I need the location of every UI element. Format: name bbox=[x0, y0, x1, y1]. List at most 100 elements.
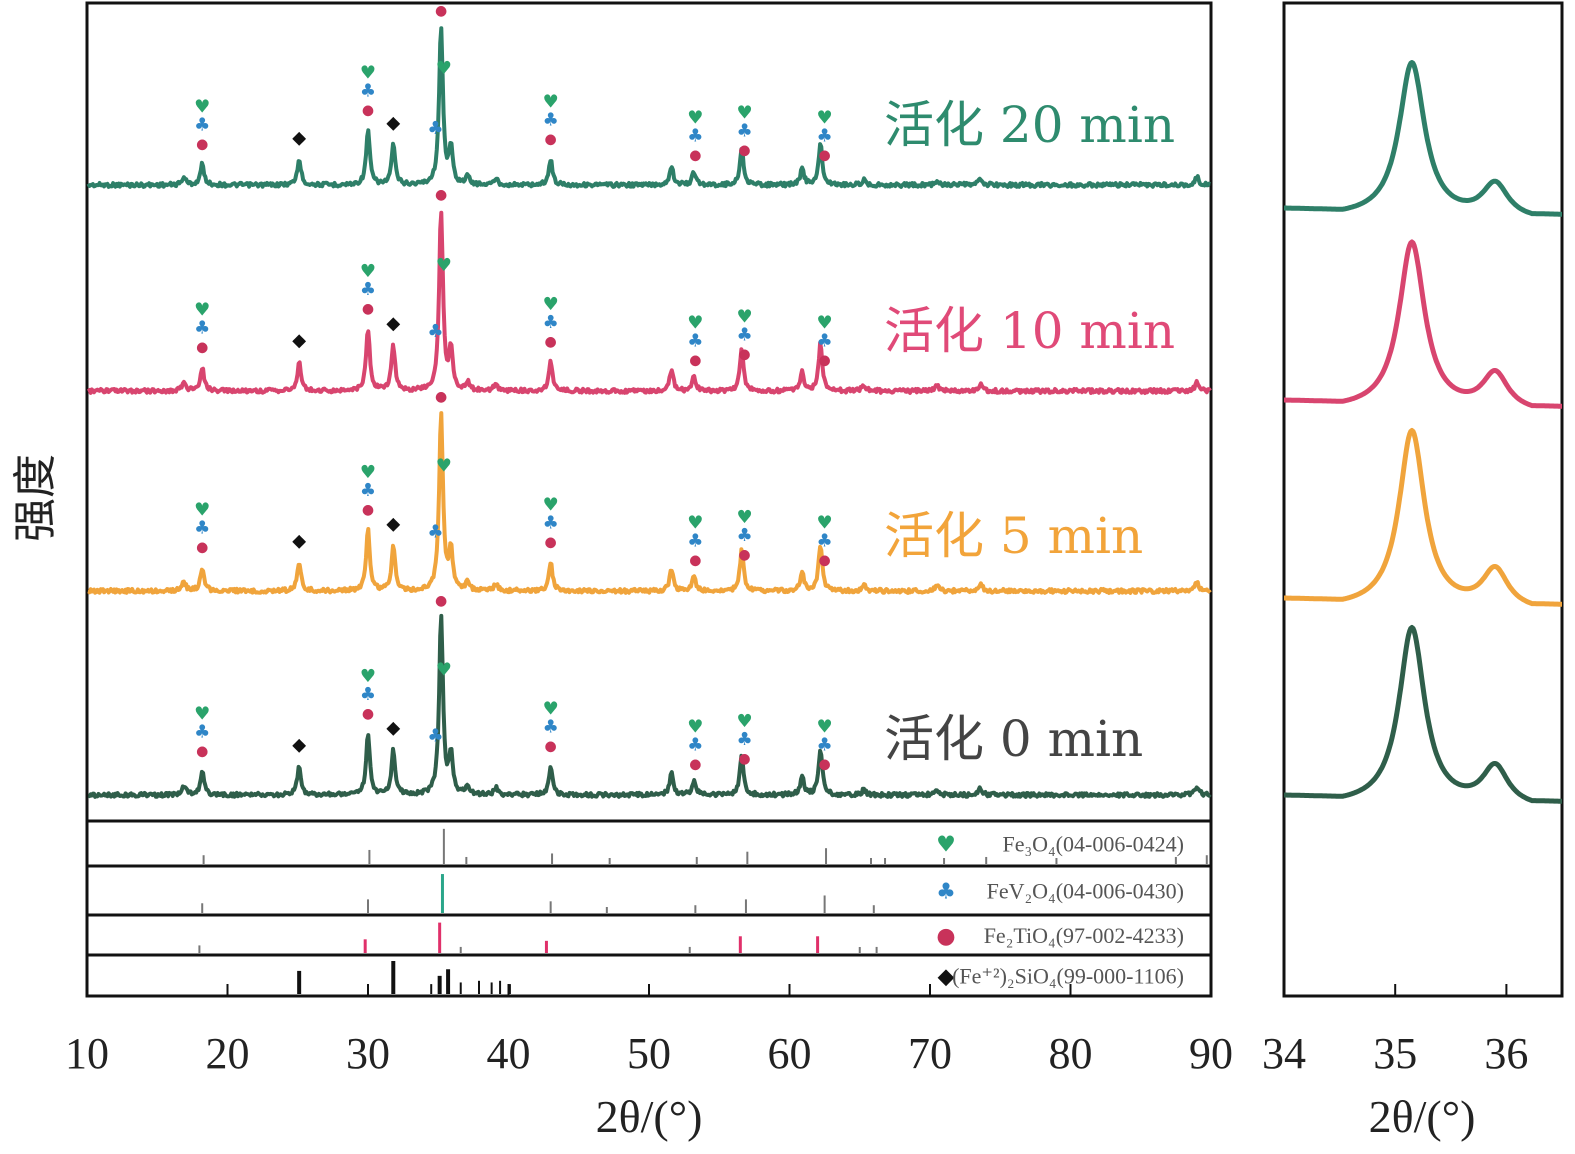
fe2tio4-marker: ● bbox=[435, 389, 447, 405]
fe3o4-marker: ♥ bbox=[687, 716, 703, 737]
fe2tio4-marker: ● bbox=[819, 757, 831, 773]
fe3o4-marker: ♥ bbox=[543, 698, 559, 719]
fe3o4-marker: ♥ bbox=[360, 261, 376, 282]
zoom-series-line-2 bbox=[1282, 428, 1564, 607]
fe2tio4-marker: ● bbox=[545, 534, 557, 550]
main-x-axis: 2θ/(°) 10 20 30 40 50 60 70 80 90 bbox=[65, 984, 1233, 1142]
fev2o4-marker: ♣ bbox=[736, 729, 752, 750]
fe3o4-marker: ♥ bbox=[817, 108, 833, 129]
x-tick-label: 40 bbox=[487, 1029, 531, 1078]
fe3o4-marker: ♥ bbox=[736, 711, 752, 732]
series-line-3 bbox=[87, 613, 1212, 799]
fe3o4-marker: ♥ bbox=[543, 294, 559, 315]
fev2o4-marker: ♣ bbox=[427, 725, 443, 746]
fe2tio4-marker: ● bbox=[819, 553, 831, 569]
zoom-x-tick-label: 36 bbox=[1484, 1029, 1528, 1078]
zoom-series-group bbox=[1282, 60, 1564, 804]
series-line-0 bbox=[86, 26, 1211, 189]
fe2tio4-marker: ● bbox=[196, 136, 208, 152]
reference-panels: ♥ Fe₃O₄(04-006-0424) ♣ FeV₂O₄(04-006-0430) ●… bbox=[85, 819, 1213, 998]
fe2tio4-marker: ● bbox=[545, 334, 557, 350]
fev2o4-marker: ♣ bbox=[687, 330, 703, 351]
fe2tio4-marker: ● bbox=[362, 103, 374, 119]
fe2tio4-marker: ● bbox=[738, 143, 750, 159]
fe2tio4-marker: ● bbox=[819, 148, 831, 164]
fev2o4-marker: ♣ bbox=[194, 722, 210, 743]
x-tick-label: 50 bbox=[627, 1029, 671, 1078]
zoom-series-line-1 bbox=[1282, 239, 1564, 409]
fe3o4-marker: ♥ bbox=[436, 456, 452, 477]
fe3o4-marker: ♥ bbox=[436, 660, 452, 681]
fe2tio4-marker: ● bbox=[435, 3, 447, 19]
fe2tio4-marker: ● bbox=[689, 756, 701, 772]
main-x-axis-title: 2θ/(°) bbox=[596, 1091, 703, 1142]
reference-marker-3: ◆ bbox=[938, 965, 955, 990]
x-tick-label: 70 bbox=[908, 1029, 952, 1078]
x-tick-label: 60 bbox=[768, 1029, 812, 1078]
sample-labels-group: 活化 20 min 活化 10 min 活化 5 min 活化 0 min bbox=[884, 96, 1175, 768]
fev2o4-marker: ♣ bbox=[194, 317, 210, 338]
fev2o4-marker: ♣ bbox=[817, 735, 833, 756]
fe2sio4-marker: ◆ bbox=[386, 313, 400, 334]
fe3o4-marker: ♥ bbox=[360, 462, 376, 483]
fe3o4-marker: ♥ bbox=[687, 512, 703, 533]
reference-panel-0: ♥ Fe₃O₄(04-006-0424) bbox=[85, 819, 1213, 868]
fe2tio4-marker: ● bbox=[738, 347, 750, 363]
fev2o4-marker: ♣ bbox=[543, 110, 559, 131]
fev2o4-marker: ♣ bbox=[817, 330, 833, 351]
fev2o4-marker: ♣ bbox=[687, 530, 703, 551]
phase-markers-group: ●♣♥ ●♣♥ ♥●♣♥●♣♥●♣♥●♣♥♣●◆◆●♣♥ ●♣♥ ♥●♣♥●♣♥●♣♥●… bbox=[194, 3, 833, 772]
main-series-group bbox=[86, 26, 1212, 799]
fe3o4-marker: ♥ bbox=[543, 92, 559, 113]
series-line-1 bbox=[86, 210, 1212, 395]
zoom-panel-frame bbox=[1282, 1, 1564, 998]
sample-label-3: 活化 0 min bbox=[884, 710, 1143, 768]
reference-marker-1: ♣ bbox=[936, 880, 956, 905]
fev2o4-marker: ♣ bbox=[736, 121, 752, 142]
zoom-x-axis-title: 2θ/(°) bbox=[1369, 1091, 1476, 1142]
x-tick-label: 90 bbox=[1189, 1029, 1233, 1078]
fe2tio4-marker: ● bbox=[689, 352, 701, 368]
x-tick-label: 20 bbox=[206, 1029, 250, 1078]
fev2o4-marker: ♣ bbox=[543, 716, 559, 737]
reference-marker-0: ♥ bbox=[936, 833, 956, 858]
fev2o4-marker: ♣ bbox=[427, 521, 443, 542]
fev2o4-marker: ♣ bbox=[194, 114, 210, 135]
fev2o4-marker: ♣ bbox=[360, 684, 376, 705]
reference-panel-2: ● Fe₂TiO₄(97-002-4233) bbox=[85, 913, 1213, 957]
fev2o4-marker: ♣ bbox=[687, 126, 703, 147]
fe2sio4-marker: ◆ bbox=[292, 530, 306, 551]
fe2tio4-marker: ● bbox=[545, 738, 557, 754]
fe2sio4-marker: ◆ bbox=[292, 128, 306, 149]
reference-label-2: Fe₂TiO₄(97-002-4233) bbox=[984, 923, 1184, 948]
fev2o4-marker: ♣ bbox=[687, 734, 703, 755]
fe2tio4-marker: ● bbox=[196, 744, 208, 760]
fev2o4-marker: ♣ bbox=[360, 81, 376, 102]
fe2tio4-marker: ● bbox=[738, 547, 750, 563]
reference-label-3: (Fe⁺²)₂SiO₄(99-000-1106) bbox=[952, 964, 1184, 989]
fe2sio4-marker: ◆ bbox=[386, 514, 400, 535]
fev2o4-marker: ♣ bbox=[736, 525, 752, 546]
fe2tio4-marker: ● bbox=[196, 540, 208, 556]
fe3o4-marker: ♥ bbox=[817, 717, 833, 738]
fe3o4-marker: ♥ bbox=[687, 312, 703, 333]
fev2o4-marker: ♣ bbox=[817, 126, 833, 147]
fe2sio4-marker: ◆ bbox=[292, 734, 306, 755]
fe3o4-marker: ♥ bbox=[360, 666, 376, 687]
zoom-x-tick-label: 35 bbox=[1373, 1029, 1417, 1078]
fe2tio4-marker: ● bbox=[545, 132, 557, 148]
fe3o4-marker: ♥ bbox=[194, 96, 210, 117]
fe3o4-marker: ♥ bbox=[194, 500, 210, 521]
reference-label-1: FeV₂O₄(04-006-0430) bbox=[987, 879, 1184, 904]
fe2tio4-marker: ● bbox=[362, 502, 374, 518]
fe2tio4-marker: ● bbox=[362, 301, 374, 317]
main-panel: ●♣♥ ●♣♥ ♥●♣♥●♣♥●♣♥●♣♥♣●◆◆●♣♥ ●♣♥ ♥●♣♥●♣♥●♣♥●… bbox=[85, 1, 1213, 823]
fev2o4-marker: ♣ bbox=[817, 531, 833, 552]
sample-label-1: 活化 10 min bbox=[884, 302, 1175, 360]
fev2o4-marker: ♣ bbox=[360, 279, 376, 300]
fe3o4-marker: ♥ bbox=[436, 58, 452, 79]
x-tick-label: 30 bbox=[346, 1029, 390, 1078]
fe2sio4-marker: ◆ bbox=[386, 113, 400, 134]
reference-marker-2: ● bbox=[936, 924, 955, 949]
y-axis-title: 强度 bbox=[10, 454, 61, 542]
